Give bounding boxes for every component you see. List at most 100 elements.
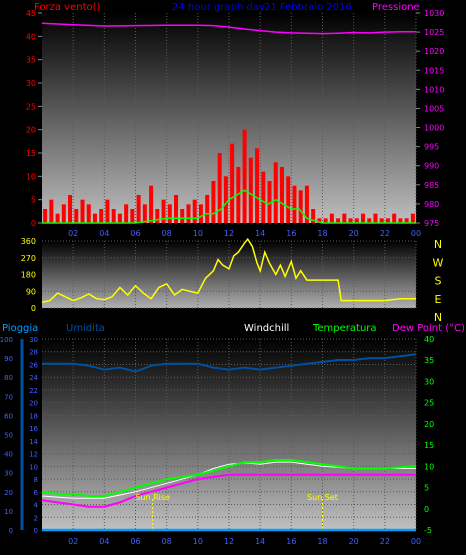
wind-bar	[385, 218, 390, 223]
wind-bar	[167, 204, 172, 223]
wind-bar	[379, 218, 384, 223]
wind-x-tick-label: 16	[286, 229, 296, 238]
humidity-tick-label: 10	[4, 508, 13, 516]
humidity-tick-label: 100	[0, 336, 13, 344]
wind-bar	[174, 195, 179, 223]
bottom-x-tick-label: 06	[130, 537, 140, 546]
wind-bar	[410, 213, 415, 223]
pressure-tick-label: 1020	[424, 47, 444, 56]
wind-bar	[111, 209, 116, 223]
rain-tick-label: 20	[29, 400, 38, 408]
header-center-label: 24 hour graph day	[172, 2, 265, 13]
bottom-x-tick-label: 12	[224, 537, 234, 546]
wind-x-tick-label: 06	[130, 229, 140, 238]
rain-tick-label: 12	[29, 451, 38, 459]
pressure-line	[41, 22, 416, 35]
wind-x-tick-label: 00	[411, 229, 421, 238]
wind-bar	[404, 218, 409, 223]
rain-tick-label: 8	[34, 476, 38, 484]
bottom-x-tick-label: 08	[162, 537, 172, 546]
wind-bar	[255, 148, 260, 223]
wind-bar	[149, 185, 154, 223]
legend-dewpoint: Dew Point (°C)	[392, 323, 465, 334]
wind-bar	[323, 218, 328, 223]
wind-bar	[273, 162, 278, 223]
direction-tick-label: 360	[21, 237, 36, 246]
wind-tick-label: 45	[26, 9, 36, 18]
wind-tick-label: 0	[31, 219, 36, 228]
wind-bar	[49, 199, 54, 223]
wind-bar	[392, 213, 397, 223]
bottom-x-tick-label: 10	[193, 537, 203, 546]
header-right-label: Pressione	[372, 2, 420, 13]
pressure-tick-label: 1015	[424, 66, 444, 75]
humidity-tick-label: 20	[4, 489, 13, 497]
humidity-tick-label: 70	[4, 393, 13, 401]
wind-bar	[279, 167, 284, 223]
direction-tick-label: 90	[26, 287, 36, 296]
bottom-x-tick-label: 04	[99, 537, 109, 546]
wind-x-tick-label: 04	[99, 229, 109, 238]
wind-tick-label: 20	[26, 126, 36, 135]
dewpoint-line	[41, 473, 416, 508]
wind-bar	[142, 204, 147, 223]
humidity-tick-label: 60	[4, 412, 13, 420]
rain-tick-label: 2	[34, 514, 38, 522]
rain-tick-label: 10	[29, 463, 38, 471]
rain-tick-label: 18	[29, 412, 38, 420]
wind-tick-label: 5	[31, 196, 36, 205]
pressure-tick-label: 975	[424, 219, 439, 228]
wind-bar	[342, 213, 347, 223]
wind-x-tick-label: 02	[68, 229, 78, 238]
wind-bar	[329, 213, 334, 223]
wind-bar	[398, 218, 403, 223]
wind-bar	[292, 185, 297, 223]
temperature-tick-label: 20	[424, 420, 434, 429]
wind-bar	[105, 199, 110, 223]
bottom-x-tick-label: 18	[317, 537, 327, 546]
wind-bar	[223, 176, 228, 223]
wind-bar	[86, 204, 91, 223]
temperature-tick-label: 5	[424, 484, 429, 493]
legend-pioggia: Pioggia	[2, 323, 38, 334]
direction-line	[41, 237, 416, 304]
wind-bar	[211, 181, 216, 223]
pressure-tick-label: 990	[424, 162, 439, 171]
wind-x-tick-label: 08	[162, 229, 172, 238]
temperature-tick-label: 40	[424, 335, 434, 344]
bottom-x-tick-label: 14	[255, 537, 265, 546]
wind-bar	[286, 176, 291, 223]
wind-x-tick-label: 10	[193, 229, 203, 238]
bottom-x-tick-label: 22	[380, 537, 390, 546]
wind-bar	[311, 209, 316, 223]
wind-bar	[248, 157, 253, 223]
wind-x-tick-label: 12	[224, 229, 234, 238]
header-left-label: Forza vento()	[34, 2, 101, 13]
rain-tick-label: 26	[29, 361, 38, 369]
wind-bar	[80, 199, 85, 223]
rain-tick-label: 30	[29, 336, 38, 344]
temperature-tick-label: 10	[424, 462, 434, 471]
wind-bar	[124, 204, 129, 223]
wind-tick-label: 35	[26, 56, 36, 65]
temperature-line	[41, 459, 417, 497]
wind-tick-label: 15	[26, 149, 36, 158]
wind-bar	[361, 213, 366, 223]
direction-compass-label: N	[434, 238, 442, 251]
wind-bar	[373, 213, 378, 223]
bottom-x-tick-label: 16	[286, 537, 296, 546]
humidity-tick-label: 50	[4, 432, 13, 440]
wind-bar	[155, 209, 160, 223]
temperature-tick-label: 25	[424, 399, 434, 408]
wind-tick-label: 25	[26, 102, 36, 111]
temperature-tick-label: 30	[424, 377, 434, 386]
gust-line	[42, 189, 416, 224]
wind-tick-label: 10	[26, 172, 36, 181]
legend-umidita: Umidita	[66, 323, 105, 334]
wind-bar	[43, 209, 48, 223]
pressure-tick-label: 1000	[424, 124, 444, 133]
wind-bar	[317, 218, 322, 223]
wind-bar	[367, 218, 372, 223]
wind-bar	[336, 218, 341, 223]
